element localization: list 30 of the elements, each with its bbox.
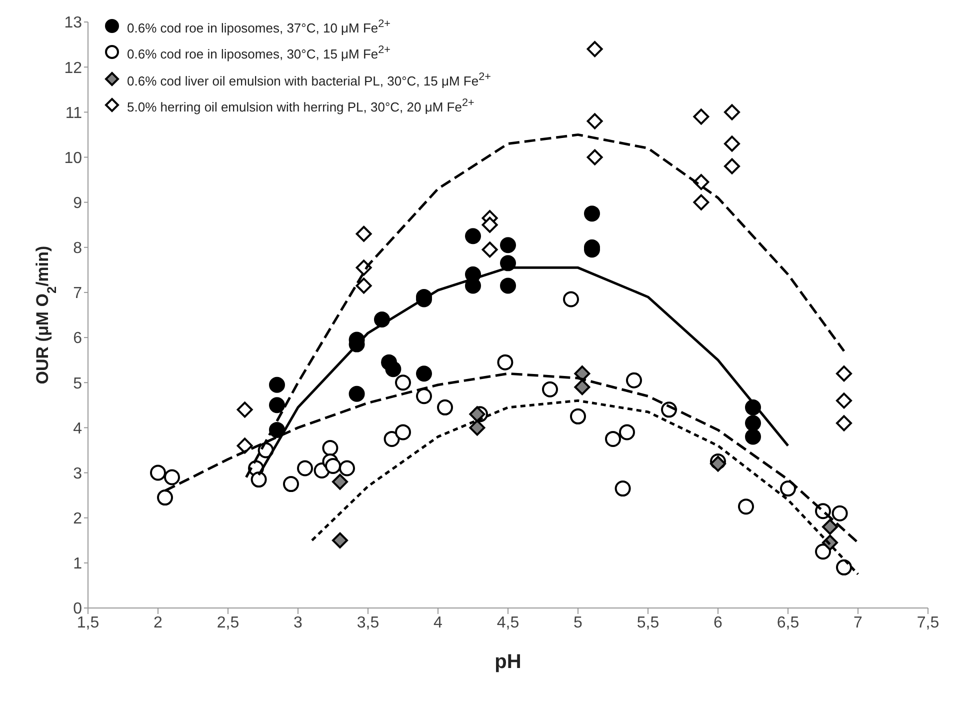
y-tick-label: 7 xyxy=(73,285,82,302)
legend-label: 0.6% cod roe in liposomes, 37°C, 10 μM Fe$^{2+}$ xyxy=(127,17,390,38)
x-tick-label: 7,5 xyxy=(916,614,940,632)
x-tick-label: 5 xyxy=(574,614,583,632)
x-tick-label: 3 xyxy=(294,614,303,632)
legend-label: 0.6% cod roe in liposomes, 30°C, 15 μM Fe$^{2+}$ xyxy=(127,43,390,64)
y-tick-label: 13 xyxy=(64,14,82,32)
y-tick-label: 9 xyxy=(73,194,82,212)
y-tick-label: 2 xyxy=(73,510,82,528)
x-tick-label: 4 xyxy=(434,614,443,632)
x-tick-label: 2 xyxy=(154,614,163,632)
x-tick-label: 3,5 xyxy=(356,614,380,632)
y-tick-label: 11 xyxy=(65,104,82,122)
y-tick-label: 12 xyxy=(64,60,82,77)
y-tick-label: 1 xyxy=(73,556,82,573)
x-axis-title: pH xyxy=(494,651,522,673)
legend-label: 5.0% herring oil emulsion with herring PL, 30°C, 20 μM Fe$^{2+}$ xyxy=(127,96,474,116)
x-tick-label: 7 xyxy=(854,614,863,632)
x-tick-label: 2,5 xyxy=(216,614,240,632)
x-tick-label: 4,5 xyxy=(496,614,520,632)
legend-label: 0.6% cod liver oil emulsion with bacterial PL, 30°C, 15 μM Fe$^{2+}$ xyxy=(127,70,491,90)
y-tick-label: 5 xyxy=(73,375,82,392)
x-tick-label: 6,5 xyxy=(776,614,800,632)
y-tick-label: 3 xyxy=(73,465,82,482)
x-tick-label: 5,5 xyxy=(636,614,660,632)
y-tick-label: 10 xyxy=(64,150,82,167)
x-tick-label: 6 xyxy=(714,614,723,632)
y-tick-label: 8 xyxy=(73,240,82,258)
y-tick-label: 6 xyxy=(73,330,82,348)
y-tick-label: 4 xyxy=(73,420,82,438)
